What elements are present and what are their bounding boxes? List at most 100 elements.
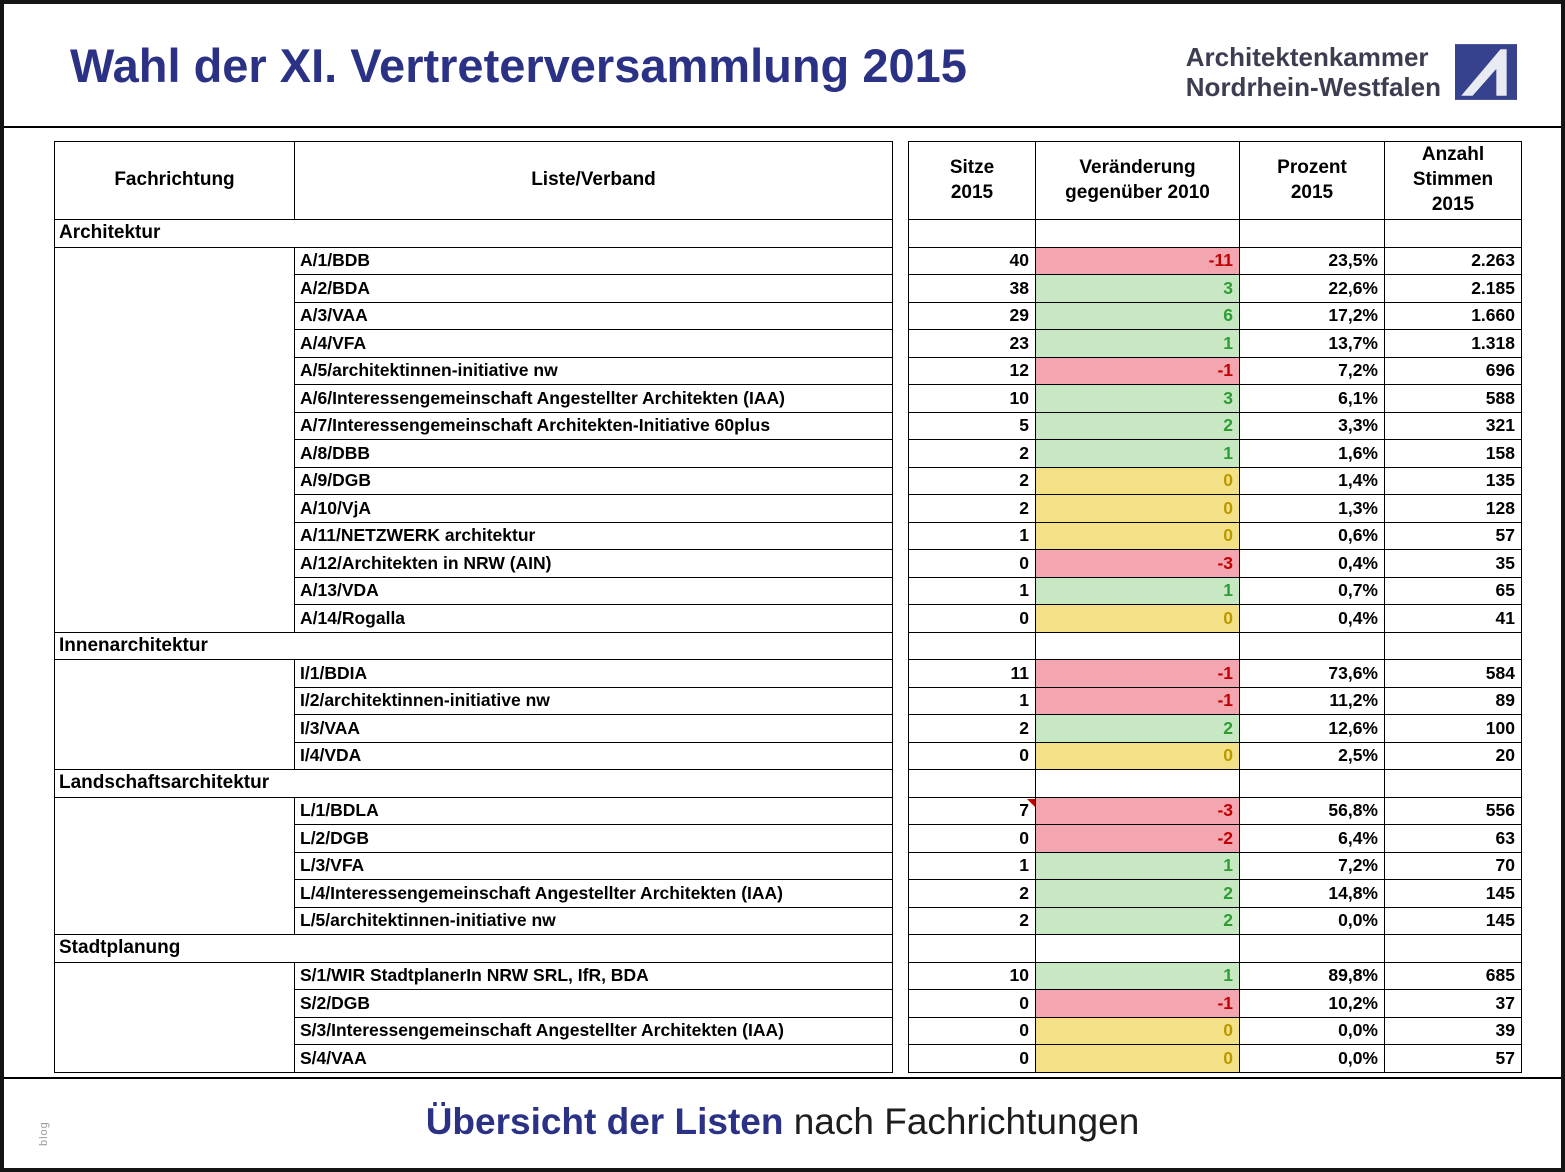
stimmen-cell: 20 — [1384, 741, 1522, 770]
gap-cell — [892, 522, 909, 550]
liste-cell: L/5/architektinnen-initiative nw — [294, 906, 893, 935]
table-row: I/4/VDA 0 0 2,5% 20 — [55, 741, 1522, 770]
footer-caption: Übersicht der Listen nach Fachrichtungen — [4, 1101, 1561, 1143]
sitze-cell: 0 — [908, 604, 1036, 633]
table-row: L/1/BDLA 7 -3 56,8% 556 — [54, 796, 1522, 935]
sitze-cell: 10 — [908, 384, 1036, 413]
section-row: Landschaftsarchitektur — [54, 769, 1522, 798]
table-row: A/10/VjA 2 0 1,3% 128 — [55, 494, 1522, 523]
prozent-cell: 2,5% — [1239, 741, 1385, 770]
page-title: Wahl der XI. Vertreterversammlung 2015 — [70, 39, 967, 92]
footer-caption-rest: nach Fachrichtungen — [783, 1101, 1140, 1142]
prozent-cell: 1,3% — [1239, 494, 1385, 523]
veraenderung-cell: 3 — [1035, 384, 1240, 413]
table-row: I/2/architektinnen-initiative nw 1 -1 11,2%… — [55, 686, 1522, 715]
sitze-cell: 0 — [908, 1044, 1036, 1073]
stimmen-cell: 321 — [1384, 411, 1522, 440]
prozent-cell: 17,2% — [1239, 301, 1385, 330]
liste-cell: I/3/VAA — [294, 714, 893, 743]
sitze-cell: 2 — [908, 439, 1036, 468]
column-header-sitze: Sitze 2015 — [908, 141, 1036, 220]
sitze-cell: 2 — [908, 879, 1036, 908]
veraenderung-cell: 2 — [1035, 879, 1240, 908]
stimmen-cell: 1.318 — [1384, 329, 1522, 358]
table-row: A/7/Interessengemeinschaft Architekten-I… — [55, 411, 1522, 440]
prozent-cell: 14,8% — [1239, 879, 1385, 908]
sitze-cell: 1 — [908, 521, 1036, 550]
table-row: A/2/BDA 38 3 22,6% 2.185 — [55, 274, 1522, 303]
stimmen-cell: 2.185 — [1384, 274, 1522, 303]
gap-cell — [892, 302, 909, 330]
gap-cell — [892, 467, 909, 495]
prozent-cell: 89,8% — [1239, 961, 1385, 990]
organization-logo: Architektenkammer Nordrhein-Westfalen — [1186, 42, 1517, 102]
prozent-cell: 3,3% — [1239, 411, 1385, 440]
sitze-cell: 1 — [908, 686, 1036, 715]
footer-caption-bold: Übersicht der Listen — [425, 1101, 784, 1142]
gap-cell — [892, 329, 909, 357]
veraenderung-cell: -1 — [1035, 686, 1240, 715]
results-table: Fachrichtung Liste/Verband Sitze 2015 Veränd… — [54, 141, 1522, 1073]
table-row: A/9/DGB 2 0 1,4% 135 — [55, 466, 1522, 495]
section-label: Innenarchitektur — [54, 631, 893, 660]
stimmen-cell: 685 — [1384, 961, 1522, 990]
stimmen-cell: 89 — [1384, 686, 1522, 715]
section-label: Landschaftsarchitektur — [54, 769, 893, 798]
prozent-cell: 10,2% — [1239, 989, 1385, 1018]
sitze-cell: 1 — [908, 851, 1036, 880]
liste-cell: A/4/VFA — [294, 329, 893, 358]
liste-cell: A/9/DGB — [294, 466, 893, 495]
stimmen-cell: 135 — [1384, 466, 1522, 495]
table-row: S/3/Interessengemeinschaft Angestellter … — [55, 1016, 1522, 1045]
liste-cell: L/3/VFA — [294, 851, 893, 880]
gap-cell — [892, 494, 909, 522]
veraenderung-cell: 1 — [1035, 439, 1240, 468]
section-label: Stadtplanung — [54, 934, 893, 963]
stimmen-cell: 37 — [1384, 989, 1522, 1018]
gap-cell — [892, 549, 909, 577]
sitze-cell: 2 — [908, 494, 1036, 523]
liste-cell: L/2/DGB — [294, 824, 893, 853]
liste-cell: A/7/Interessengemeinschaft Architekten-I… — [294, 411, 893, 440]
table-row: A/13/VDA 1 1 0,7% 65 — [55, 576, 1522, 605]
stimmen-cell: 584 — [1384, 659, 1522, 688]
liste-cell: S/1/WIR StadtplanerIn NRW SRL, IfR, BDA — [294, 961, 893, 990]
liste-cell: S/2/DGB — [294, 989, 893, 1018]
gap-cell — [892, 687, 909, 715]
stimmen-cell: 65 — [1384, 576, 1522, 605]
empty-veraenderung-cell — [1035, 934, 1240, 963]
empty-stimmen-cell — [1384, 934, 1522, 963]
prozent-cell: 6,4% — [1239, 824, 1385, 853]
results-table-wrap: Fachrichtung Liste/Verband Sitze 2015 Veränd… — [54, 141, 1522, 1073]
sitze-cell: 5 — [908, 411, 1036, 440]
prozent-cell: 0,4% — [1239, 604, 1385, 633]
gap-cell — [892, 604, 909, 632]
table-row: L/2/DGB 0 -2 6,4% 63 — [55, 824, 1522, 853]
liste-cell: L/1/BDLA — [294, 796, 893, 825]
table-row: S/4/VAA 0 0 0,0% 57 — [55, 1044, 1522, 1073]
gap-cell — [892, 247, 909, 275]
table-row: A/4/VFA 23 1 13,7% 1.318 — [55, 329, 1522, 358]
gap-cell — [892, 879, 909, 907]
gap-cell — [892, 742, 909, 770]
veraenderung-cell: 0 — [1035, 1044, 1240, 1073]
liste-cell: S/4/VAA — [294, 1044, 893, 1073]
empty-sitze-cell — [908, 934, 1036, 963]
prozent-cell: 0,0% — [1239, 906, 1385, 935]
liste-cell: A/10/VjA — [294, 494, 893, 523]
stimmen-cell: 2.263 — [1384, 246, 1522, 275]
prozent-cell: 1,4% — [1239, 466, 1385, 495]
gap-cell — [892, 962, 909, 990]
prozent-cell: 13,7% — [1239, 329, 1385, 358]
veraenderung-cell: -3 — [1035, 549, 1240, 578]
table-row: I/1/BDIA 11 -1 73,6% 584 — [54, 659, 1522, 770]
veraenderung-cell: -1 — [1035, 356, 1240, 385]
sitze-cell: 0 — [908, 989, 1036, 1018]
liste-cell: A/14/Rogalla — [294, 604, 893, 633]
table-row: L/5/architektinnen-initiative nw 2 2 0,0% 14… — [55, 906, 1522, 935]
gap-cell — [892, 797, 909, 825]
veraenderung-cell: 0 — [1035, 466, 1240, 495]
sitze-cell: 0 — [908, 1016, 1036, 1045]
stimmen-cell: 70 — [1384, 851, 1522, 880]
